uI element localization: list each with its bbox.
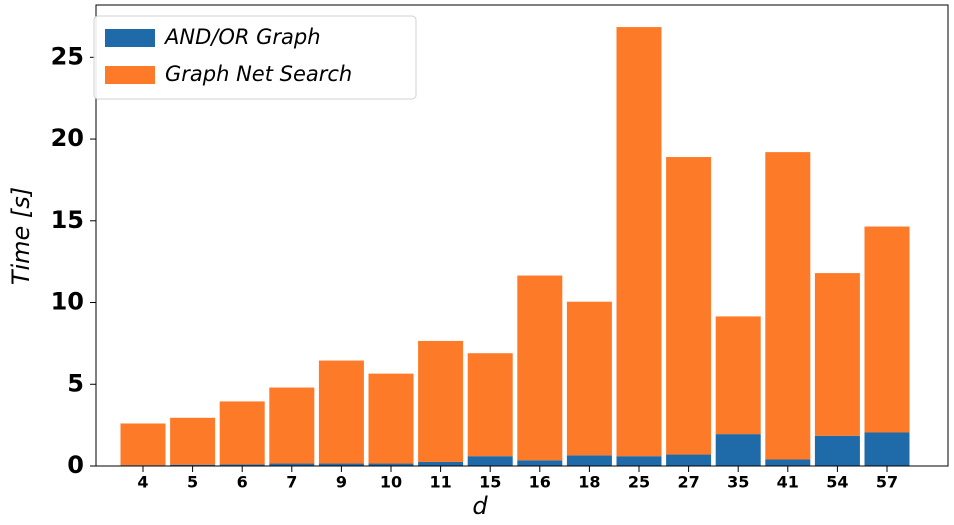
bar-segment (715, 316, 761, 435)
bar-segment (566, 455, 612, 466)
legend-swatch (105, 66, 155, 84)
x-tick-label: 35 (727, 473, 749, 492)
x-tick-label: 4 (137, 473, 148, 492)
x-tick-label: 9 (336, 473, 347, 492)
x-tick-label: 18 (578, 473, 600, 492)
x-tick-label: 25 (628, 473, 650, 492)
y-tick-label: 20 (51, 124, 84, 152)
bar-segment (368, 373, 414, 464)
bar-segment (368, 463, 414, 466)
bar-segment (170, 417, 216, 465)
bar-segment (418, 340, 464, 462)
bar-segment (566, 301, 612, 456)
x-tick-label: 7 (286, 473, 297, 492)
legend-swatch (105, 29, 155, 47)
bar-segment (318, 463, 364, 466)
bar-segment (864, 432, 910, 466)
bar-segment (467, 456, 513, 466)
bar-segment (666, 454, 712, 466)
bar-segment (814, 435, 860, 466)
legend-label: AND/OR Graph (163, 25, 321, 49)
bar-segment (765, 152, 811, 460)
bar-segment (219, 401, 265, 465)
legend-label: Graph Net Search (165, 62, 352, 86)
x-tick-label: 10 (380, 473, 402, 492)
bar-segment (120, 423, 166, 466)
x-tick-label: 5 (187, 473, 198, 492)
x-tick-label: 16 (529, 473, 551, 492)
bar-segment (517, 460, 563, 466)
bar-segment (269, 387, 315, 464)
bar-segment (814, 273, 860, 436)
x-tick-label: 15 (479, 473, 501, 492)
y-axis-label: Time [s] (7, 187, 35, 285)
x-tick-label: 41 (777, 473, 799, 492)
bar-segment (666, 157, 712, 455)
x-tick-label: 27 (677, 473, 699, 492)
y-tick-label: 0 (67, 451, 84, 479)
bar-segment (318, 360, 364, 464)
y-tick-label: 15 (51, 206, 84, 234)
bar-segment (219, 464, 265, 466)
y-tick-label: 5 (67, 369, 84, 397)
bar-segment (616, 456, 662, 466)
y-tick-label: 10 (51, 288, 84, 316)
x-tick-label: 54 (826, 473, 848, 492)
bar-segment (864, 226, 910, 433)
x-tick-label: 6 (237, 473, 248, 492)
bar-segment (418, 461, 464, 466)
bar-segment (269, 463, 315, 466)
x-axis-label: d (472, 492, 488, 520)
y-tick-label: 25 (51, 42, 84, 70)
bar-segment (765, 459, 811, 466)
x-tick-label: 57 (876, 473, 898, 492)
bar-segment (517, 275, 563, 461)
x-tick-label: 11 (429, 473, 451, 492)
legend-box (93, 15, 417, 100)
bar-segment (616, 27, 662, 457)
bar-segment (467, 353, 513, 457)
bar-segment (715, 434, 761, 466)
bar-segment (170, 464, 216, 466)
plot-frame (95, 4, 949, 467)
